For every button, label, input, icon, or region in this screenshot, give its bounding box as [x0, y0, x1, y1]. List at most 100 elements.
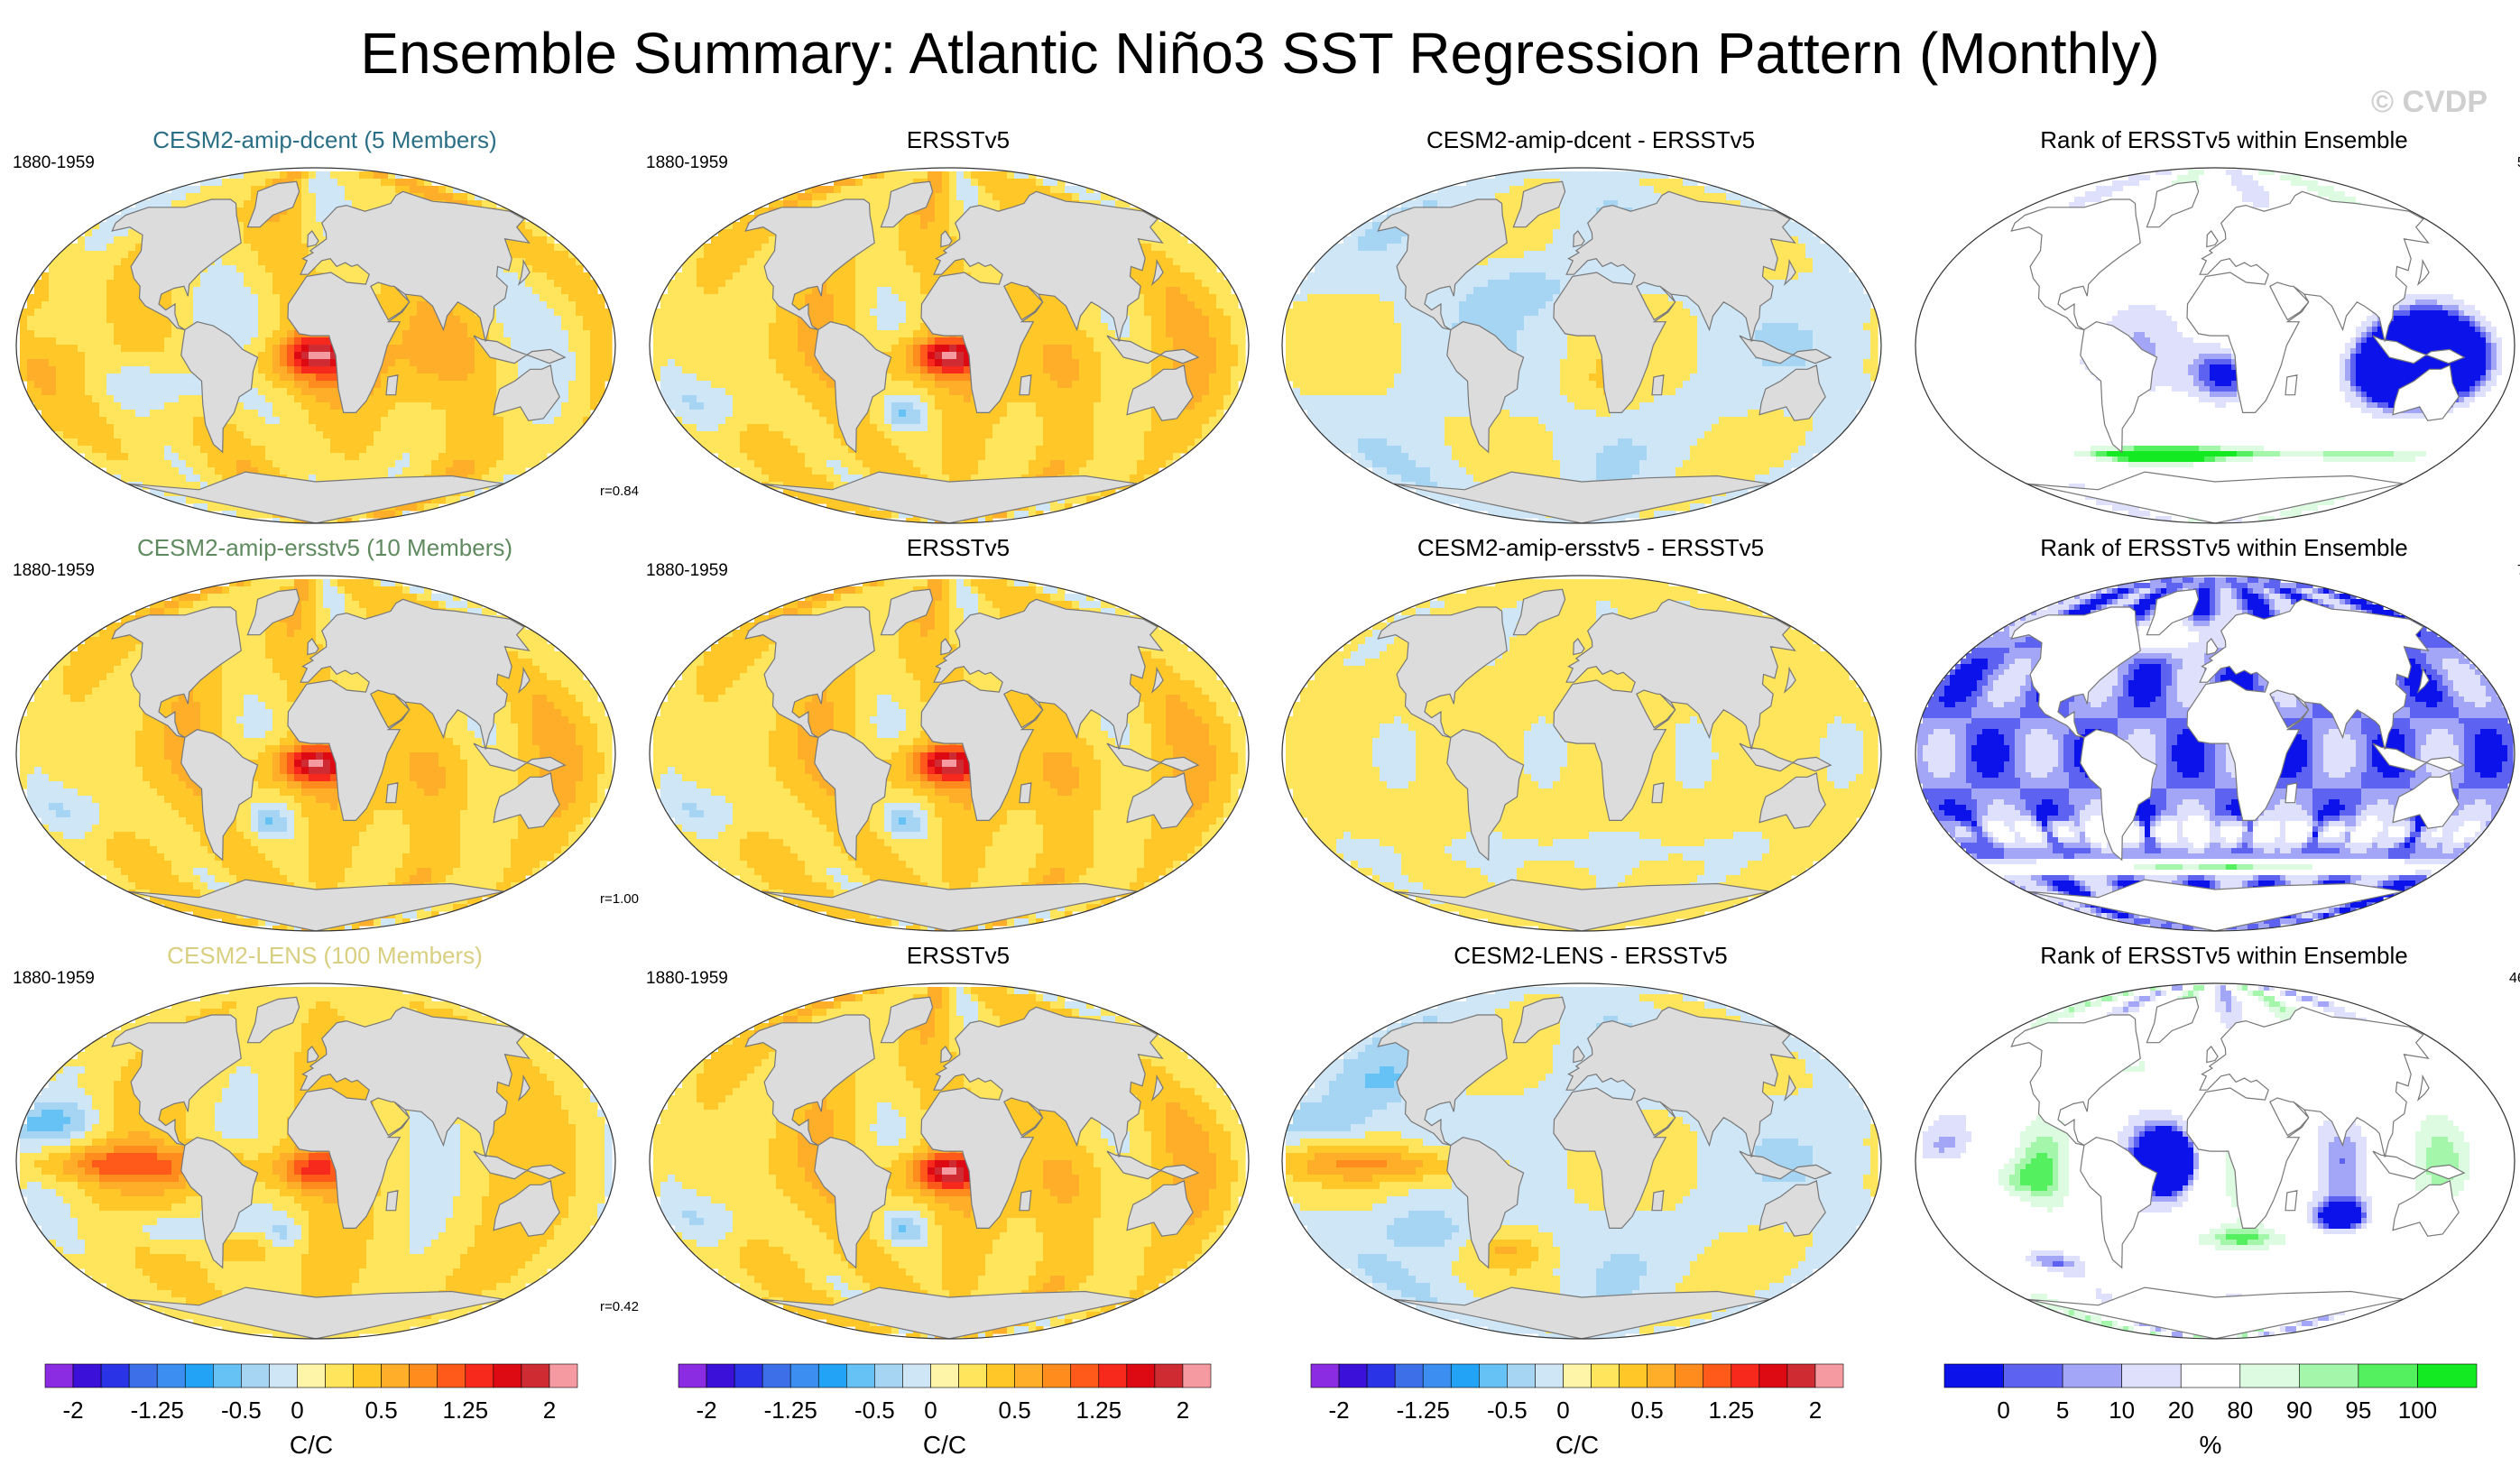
- field-cell: [236, 424, 245, 432]
- field-cell: [460, 417, 468, 425]
- field-cell: [258, 229, 266, 237]
- field-cell: [114, 251, 122, 259]
- field-cell: [583, 309, 591, 317]
- field-cell: [287, 236, 295, 244]
- field-cell: [164, 410, 172, 418]
- field-cell: [518, 460, 526, 468]
- field-cell: [431, 366, 439, 374]
- field-cell: [70, 381, 78, 389]
- field-cell: [63, 402, 71, 410]
- field-cell: [1029, 294, 1037, 302]
- field-cell: [525, 236, 533, 244]
- field-cell: [718, 294, 726, 302]
- field-cell: [1158, 222, 1167, 230]
- field-cell: [171, 388, 180, 396]
- field-cell: [711, 345, 719, 353]
- field-cell: [1173, 337, 1181, 346]
- field-cell: [330, 453, 338, 461]
- field-cell: [1079, 323, 1087, 331]
- field-cell: [150, 309, 158, 317]
- field-cell: [489, 460, 497, 468]
- field-cell: [106, 345, 115, 353]
- field-cell: [863, 309, 871, 317]
- field-cell: [460, 330, 468, 338]
- field-cell: [511, 280, 519, 288]
- field-cell: [1050, 294, 1058, 302]
- field-cell: [1094, 330, 1102, 338]
- field-cell: [467, 431, 475, 439]
- field-cell: [56, 410, 64, 418]
- field-cell: [171, 475, 180, 483]
- field-cell: [316, 417, 324, 425]
- field-cell: [294, 460, 302, 468]
- field-cell: [1130, 330, 1138, 338]
- field-cell: [503, 460, 512, 468]
- field-cell: [251, 345, 259, 353]
- field-cell: [733, 345, 741, 353]
- field-cell: [1223, 337, 1232, 346]
- field-cell: [725, 309, 734, 317]
- field-cell: [733, 272, 741, 281]
- field-cell: [294, 381, 302, 389]
- field-cell: [42, 316, 50, 324]
- field-cell: [1187, 265, 1195, 273]
- field-cell: [352, 518, 360, 523]
- field-cell: [1021, 287, 1029, 295]
- field-cell: [891, 330, 900, 338]
- field-cell: [762, 229, 770, 237]
- field-cell: [424, 301, 432, 309]
- field-cell: [280, 171, 288, 180]
- field-cell: [63, 294, 71, 302]
- field-cell: [812, 316, 820, 324]
- field-cell: [309, 366, 317, 374]
- field-cell: [1144, 301, 1152, 309]
- field-cell: [1137, 280, 1145, 288]
- field-cell: [309, 467, 317, 475]
- field-cell: [395, 352, 403, 360]
- field-cell: [547, 236, 555, 244]
- field-cell: [410, 467, 418, 475]
- field-cell: [453, 193, 461, 201]
- field-cell: [128, 438, 136, 447]
- field-cell: [143, 446, 151, 454]
- field-cell: [576, 337, 584, 346]
- field-cell: [150, 345, 158, 353]
- field-cell: [540, 301, 548, 309]
- field-cell: [1158, 280, 1167, 288]
- field-cell: [733, 251, 741, 259]
- field-cell: [301, 402, 309, 410]
- field-cell: [1202, 309, 1210, 317]
- field-cell: [460, 438, 468, 447]
- field-cell: [99, 438, 107, 447]
- field-cell: [1166, 287, 1174, 295]
- field-cell: [697, 287, 705, 295]
- field-cell: [70, 359, 78, 367]
- field-cell: [1187, 244, 1195, 252]
- field-cell: [1072, 337, 1080, 346]
- field-cell: [49, 280, 57, 288]
- field-cell: [121, 475, 129, 483]
- field-cell: [280, 251, 288, 259]
- field-cell: [222, 280, 230, 288]
- field-cell: [1079, 345, 1087, 353]
- field-cell: [511, 294, 519, 302]
- field-cell: [301, 200, 309, 208]
- field-cell: [424, 330, 432, 338]
- field-cell: [805, 294, 813, 302]
- field-cell: [337, 453, 346, 461]
- field-cell: [1173, 294, 1181, 302]
- field-cell: [446, 366, 454, 374]
- field-cell: [1050, 309, 1058, 317]
- field-cell: [1057, 309, 1066, 317]
- field-cell: [826, 193, 835, 201]
- field-cell: [668, 287, 676, 295]
- field-cell: [733, 258, 741, 266]
- field-cell: [244, 258, 252, 266]
- field-cell: [1173, 236, 1181, 244]
- field-cell: [583, 316, 591, 324]
- field-cell: [568, 337, 577, 346]
- field-cell: [85, 337, 93, 346]
- field-cell: [725, 316, 734, 324]
- field-cell: [540, 251, 548, 259]
- field-cell: [417, 417, 425, 425]
